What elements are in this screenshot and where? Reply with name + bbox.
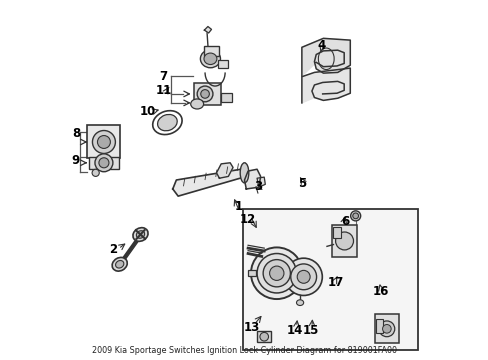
Ellipse shape (136, 231, 144, 238)
Bar (217, 60, 227, 68)
Polygon shape (301, 68, 349, 103)
Text: 8: 8 (72, 127, 80, 140)
Polygon shape (204, 27, 211, 33)
Bar (88, 157, 119, 169)
Ellipse shape (297, 270, 309, 283)
Ellipse shape (257, 253, 296, 293)
Text: 14: 14 (286, 324, 302, 337)
Ellipse shape (290, 264, 316, 290)
Bar (332, 225, 356, 257)
Ellipse shape (112, 257, 127, 271)
Polygon shape (244, 169, 260, 189)
Ellipse shape (250, 247, 302, 299)
Text: 2: 2 (109, 243, 118, 256)
Text: 10: 10 (139, 105, 156, 118)
Ellipse shape (263, 260, 290, 287)
Ellipse shape (97, 135, 110, 148)
Text: 5: 5 (297, 177, 305, 190)
Bar (376, 319, 382, 333)
Ellipse shape (352, 213, 358, 219)
Bar (333, 226, 340, 238)
Text: 16: 16 (372, 285, 388, 298)
Ellipse shape (269, 266, 284, 280)
Ellipse shape (378, 321, 394, 337)
Ellipse shape (350, 211, 360, 221)
Ellipse shape (382, 324, 390, 333)
Bar (87, 126, 120, 158)
Polygon shape (216, 163, 233, 178)
Bar (257, 331, 271, 342)
Bar (194, 83, 221, 105)
Text: 4: 4 (317, 39, 325, 52)
Ellipse shape (200, 50, 220, 68)
Polygon shape (301, 39, 349, 76)
Ellipse shape (99, 158, 109, 168)
Text: 17: 17 (327, 276, 344, 289)
Text: 13: 13 (243, 320, 259, 333)
Ellipse shape (133, 228, 148, 241)
Polygon shape (172, 169, 246, 196)
Ellipse shape (203, 53, 217, 64)
Ellipse shape (260, 332, 268, 341)
Ellipse shape (197, 86, 212, 102)
Bar (247, 270, 255, 276)
Text: 11: 11 (155, 84, 172, 97)
Text: 2009 Kia Sportage Switches Ignition Lock Cylinder Diagram for 819001FA00: 2009 Kia Sportage Switches Ignition Lock… (92, 346, 396, 355)
Ellipse shape (190, 99, 203, 109)
Ellipse shape (240, 163, 248, 183)
Text: 7: 7 (160, 69, 167, 82)
Polygon shape (257, 177, 265, 187)
Ellipse shape (335, 232, 353, 250)
Bar (204, 45, 218, 56)
Text: 1: 1 (235, 201, 243, 213)
Text: 15: 15 (302, 324, 318, 337)
Text: 6: 6 (340, 215, 348, 228)
Bar (375, 315, 398, 343)
Ellipse shape (95, 154, 113, 172)
Ellipse shape (201, 90, 209, 98)
Ellipse shape (92, 169, 99, 176)
Bar (242, 209, 418, 350)
Text: 3: 3 (254, 180, 262, 193)
Ellipse shape (296, 300, 303, 306)
Ellipse shape (92, 131, 115, 153)
Ellipse shape (115, 261, 123, 268)
Ellipse shape (157, 114, 177, 131)
Text: 12: 12 (240, 213, 256, 226)
Bar (221, 93, 231, 102)
Text: 9: 9 (72, 154, 80, 167)
Ellipse shape (285, 258, 322, 296)
